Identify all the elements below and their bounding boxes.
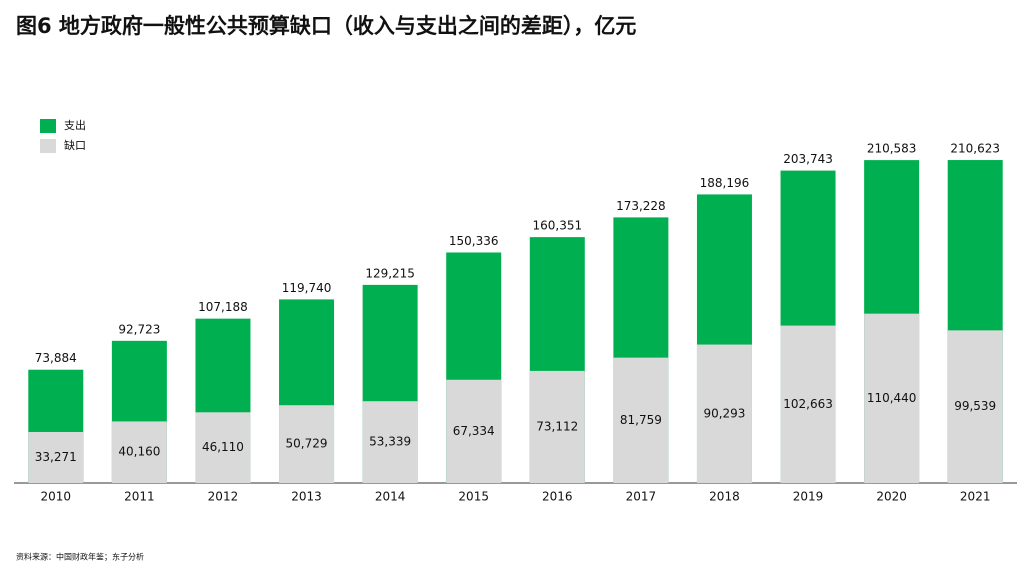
value-label: 90,293	[703, 406, 745, 420]
value-label: 33,271	[35, 450, 77, 464]
value-label: 102,663	[783, 397, 833, 411]
x-tick-label: 2014	[375, 490, 406, 504]
x-tick-label: 2018	[709, 490, 740, 504]
value-label: 73,112	[536, 419, 578, 433]
value-label: 67,334	[453, 424, 495, 438]
bar	[613, 357, 669, 483]
legend-swatch	[40, 139, 56, 153]
value-label: 110,440	[867, 391, 917, 405]
legend-label: 支出	[64, 118, 86, 132]
value-label: 40,160	[118, 445, 160, 459]
x-tick-label: 2010	[41, 490, 72, 504]
bar	[195, 412, 251, 483]
bar	[279, 405, 335, 483]
value-label: 160,351	[532, 219, 582, 233]
value-label: 53,339	[369, 435, 411, 449]
x-tick-label: 2012	[208, 490, 239, 504]
x-tick-label: 2020	[876, 490, 907, 504]
value-label: 119,740	[282, 281, 332, 295]
value-label: 150,336	[449, 234, 499, 248]
bar	[780, 325, 836, 483]
x-tick-label: 2019	[793, 490, 824, 504]
value-label: 81,759	[620, 413, 662, 427]
bar	[446, 379, 502, 483]
value-label: 173,228	[616, 199, 666, 213]
x-tick-label: 2011	[124, 490, 155, 504]
x-tick-label: 2021	[960, 490, 991, 504]
value-label: 46,110	[202, 440, 244, 454]
bar	[362, 401, 418, 483]
value-label: 188,196	[700, 176, 750, 190]
value-label: 73,884	[35, 351, 77, 365]
value-label: 129,215	[365, 266, 415, 280]
legend-label: 缺口	[64, 138, 86, 152]
source-note: 资料来源：中国财政年鉴；东子分析	[16, 552, 144, 562]
value-label: 50,729	[286, 437, 328, 451]
value-label: 203,743	[783, 152, 833, 166]
x-tick-label: 2013	[291, 490, 322, 504]
bar	[947, 330, 1003, 483]
value-label: 210,583	[867, 142, 917, 156]
value-label: 92,723	[118, 322, 160, 336]
chart-title: 图6 地方政府一般性公共预算缺口（收入与支出之间的差距），亿元	[16, 14, 636, 38]
bar	[864, 313, 920, 483]
bar	[529, 370, 585, 483]
x-tick-label: 2015	[458, 490, 489, 504]
bar	[111, 421, 167, 483]
legend-swatch	[40, 119, 56, 133]
bar	[696, 344, 752, 483]
value-label: 210,623	[950, 142, 1000, 156]
value-label: 99,539	[954, 399, 996, 413]
bar	[28, 431, 84, 483]
x-tick-label: 2016	[542, 490, 573, 504]
x-tick-label: 2017	[626, 490, 657, 504]
value-label: 107,188	[198, 300, 248, 314]
